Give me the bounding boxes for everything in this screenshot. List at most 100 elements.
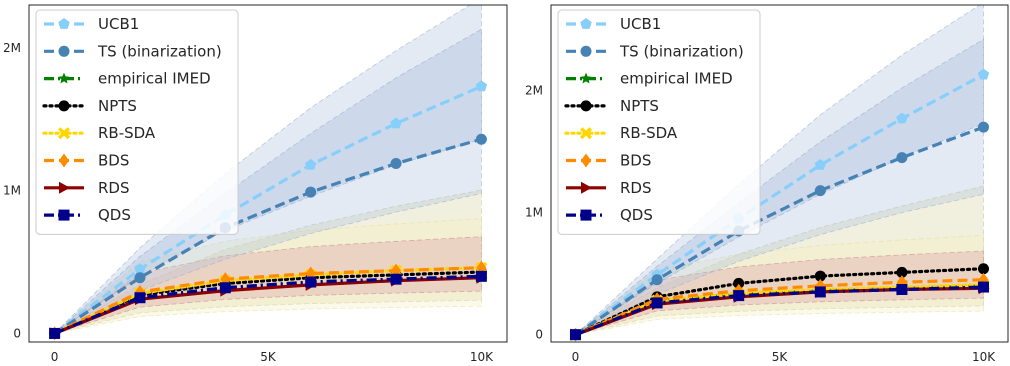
legend-item-rb-sda: RB-SDA (564, 124, 678, 142)
legend-label: RDS (98, 179, 130, 197)
legend-item-bds: BDS (44, 152, 129, 170)
band-ucb-outer (54, 5, 482, 334)
y-tick-label: 1M (3, 184, 21, 198)
data-point-qds-0 (569, 329, 581, 341)
legend-label: QDS (620, 206, 653, 224)
legend-label: TS (binarization) (619, 42, 744, 60)
legend-label: RB-SDA (620, 124, 678, 142)
series-line-qds (53, 274, 482, 335)
data-point-qds-4 (390, 273, 402, 285)
axes-frame (28, 4, 508, 343)
legend-marker-ts-binarization (580, 45, 592, 57)
y-tick-label: 1M (525, 206, 543, 220)
data-point-qds-3 (814, 286, 826, 298)
data-point-npts-5 (978, 263, 990, 275)
data-point-qds-5 (475, 270, 487, 282)
plot-content (48, 5, 488, 341)
data-point-npts-3 (814, 270, 826, 282)
series-line-ucb1 (53, 84, 483, 335)
legend-label: UCB1 (620, 15, 661, 33)
data-point-qds-2 (733, 290, 745, 302)
legend-marker-rb-sda (579, 127, 593, 140)
data-point-ts-binarization-3 (305, 186, 317, 198)
legend-label: NPTS (620, 97, 659, 115)
data-point-ts-binarization-1 (134, 272, 146, 284)
legend-item-rds: RDS (44, 179, 130, 197)
data-point-ucb1-1 (134, 263, 146, 274)
legend-item-qds: QDS (566, 206, 653, 224)
data-point-ts-binarization-1 (651, 274, 663, 286)
legend-item-ucb1: UCB1 (44, 15, 139, 33)
data-point-ts-binarization-4 (896, 152, 908, 164)
legend-marker-rb-sda (57, 127, 71, 140)
series-line-rb-sda (573, 283, 986, 337)
legend-box (35, 9, 239, 235)
legend-marker-bds (581, 153, 591, 168)
x-tick-label: 5K (772, 350, 789, 364)
legend-item-npts: NPTS (564, 97, 659, 115)
legend-label: RDS (620, 179, 652, 197)
axes-frame (550, 4, 1009, 343)
band-yellow (575, 234, 984, 336)
data-point-ts-binarization-5 (475, 133, 487, 145)
legend-label: UCB1 (98, 15, 139, 33)
legend-marker-npts (580, 100, 592, 112)
legend-item-ucb1: UCB1 (566, 15, 661, 33)
legend-label: NPTS (98, 97, 137, 115)
y-tick-label: 0 (535, 328, 543, 342)
data-point-npts-4 (896, 266, 908, 278)
series-line-ts-binarization (574, 125, 985, 337)
plot-content (569, 5, 990, 342)
legend-marker-bds (59, 153, 69, 168)
legend-marker-ucb1 (58, 18, 70, 29)
series-qds (49, 270, 487, 339)
legend-label: empirical IMED (620, 70, 733, 88)
legend-marker-ts-binarization (58, 45, 70, 57)
data-point-qds-2 (219, 282, 231, 294)
legend-marker-qds (58, 209, 70, 221)
y-tick-label: 0 (13, 326, 21, 340)
data-point-qds-5 (978, 281, 990, 293)
series-line-ucb1 (574, 73, 985, 336)
legend-marker-ucb1 (580, 18, 592, 29)
data-point-ucb1-4 (390, 117, 402, 129)
data-point-ts-binarization-5 (978, 121, 990, 133)
legend-label: empirical IMED (98, 70, 211, 88)
legend-item-rb-sda: RB-SDA (42, 124, 156, 142)
series-line-bds (574, 278, 984, 337)
series-line-qds (574, 285, 984, 337)
data-point-qds-1 (651, 297, 663, 309)
data-point-npts-2 (733, 277, 745, 289)
legend-item-empirical-imed: empirical IMED (44, 70, 211, 88)
series-qds (569, 281, 990, 341)
series-line-npts (573, 267, 986, 337)
legend-marker-qds (580, 209, 592, 221)
data-point-qds-4 (896, 283, 908, 295)
legend-marker-rds (581, 181, 592, 194)
series-line-ts-binarization (53, 137, 482, 335)
data-point-ucb1-4 (896, 112, 908, 124)
x-tick-label: 10K (972, 350, 996, 364)
x-tick-label: 0 (51, 350, 59, 364)
legend-item-empirical-imed: empirical IMED (566, 70, 733, 88)
y-tick-label: 2M (3, 41, 21, 55)
legend-item-rds: RDS (566, 179, 652, 197)
legend-item-ts-binarization: TS (binarization) (44, 42, 222, 60)
legend-item-ts-binarization: TS (binarization) (566, 42, 744, 60)
legend: UCB1 TS (binarization) empirical IMED NPTS R… (557, 9, 761, 235)
data-point-ts-binarization-3 (814, 185, 826, 197)
legend-marker-empirical-imed (58, 72, 70, 84)
legend-marker-npts (58, 100, 70, 112)
legend-label: RB-SDA (98, 124, 156, 142)
x-tick-label: 10K (470, 350, 494, 364)
legend-label: BDS (620, 152, 651, 170)
legend-marker-empirical-imed (580, 72, 592, 84)
legend: UCB1 TS (binarization) empirical IMED NPTS R… (35, 9, 239, 235)
data-point-ucb1-3 (814, 159, 826, 170)
series-line-bds (53, 266, 482, 335)
legend-label: QDS (98, 206, 131, 224)
data-point-qds-3 (305, 276, 317, 288)
chart-panel-1: 0 5K 10K 0 1M 2M UCB1 TS (binarization) empirica… (3, 4, 508, 364)
legend-label: BDS (98, 152, 129, 170)
